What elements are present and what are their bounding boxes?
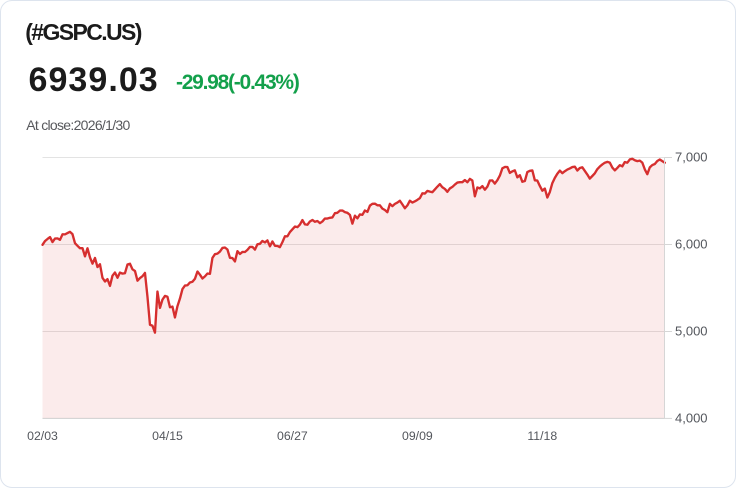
svg-text:02/03: 02/03 [27, 429, 58, 443]
svg-text:4,000: 4,000 [675, 410, 708, 425]
svg-text:06/27: 06/27 [277, 429, 308, 443]
svg-text:5,000: 5,000 [675, 323, 708, 338]
svg-text:04/15: 04/15 [152, 429, 183, 443]
svg-text:7,000: 7,000 [675, 149, 708, 164]
svg-text:6,000: 6,000 [675, 236, 708, 251]
svg-text:09/09: 09/09 [402, 429, 433, 443]
svg-text:11/18: 11/18 [527, 429, 557, 443]
